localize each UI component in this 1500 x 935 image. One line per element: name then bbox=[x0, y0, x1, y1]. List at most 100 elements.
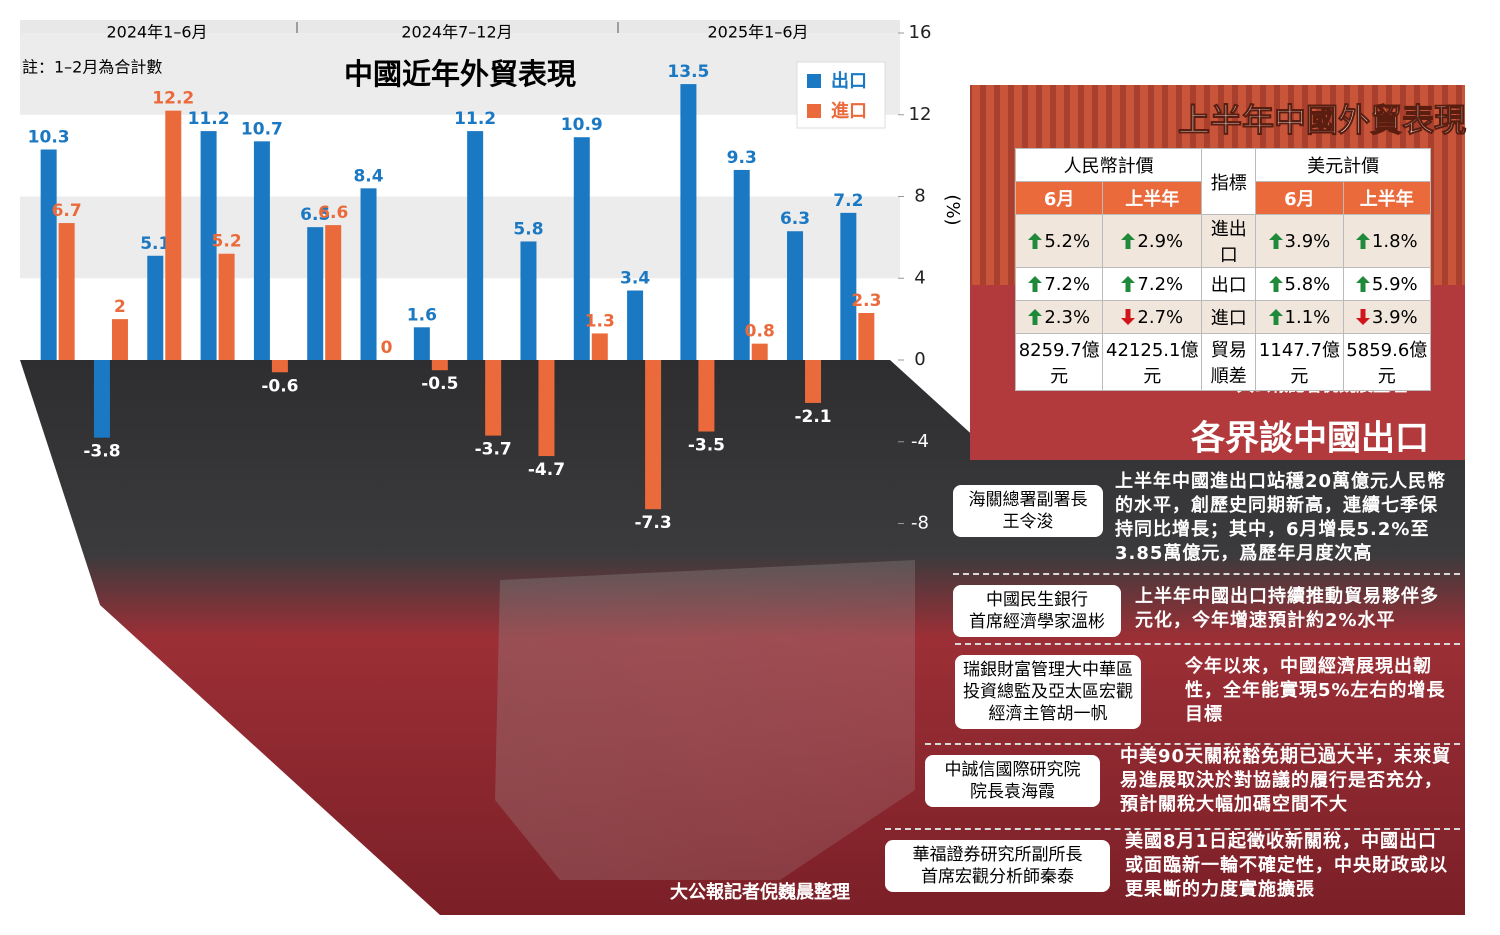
period-label: 2024年1–6月 bbox=[106, 23, 207, 42]
speaker-line: 瑞銀財富管理大中華區 bbox=[963, 660, 1133, 680]
speaker-line: 首席宏觀分析師秦泰 bbox=[921, 867, 1074, 887]
value-label: 10.9 bbox=[561, 115, 603, 135]
trend-arrow bbox=[1268, 308, 1283, 325]
subheader-cell: 6月 bbox=[1255, 181, 1344, 215]
table-title: 上半年中國外貿表現 bbox=[1178, 101, 1466, 139]
speaker-line: 投資總監及亞太區宏觀 bbox=[963, 682, 1133, 702]
value-label: 2 bbox=[114, 297, 126, 317]
trend-arrow bbox=[1121, 275, 1136, 292]
value-label: -7.3 bbox=[635, 513, 672, 533]
value-label: -0.6 bbox=[261, 376, 298, 396]
value-label: 1.3 bbox=[585, 311, 615, 331]
legend-swatch bbox=[807, 74, 821, 88]
value-label: 8.4 bbox=[353, 166, 383, 186]
table-cell: 2.3% bbox=[1014, 300, 1104, 334]
table-row: 7.2% 7.2% 出口 5.8% 5.9% bbox=[1014, 267, 1432, 301]
cell-text: 8259.7億元 bbox=[1018, 340, 1100, 387]
bar bbox=[733, 169, 750, 360]
table-cell: 5.8% bbox=[1255, 267, 1344, 301]
cell-text: 3.9% bbox=[1284, 230, 1331, 252]
quote: 上半年中國進出口站穩20萬億元人民幣的水平，創歷史同期新高，連續七季保持同比增長… bbox=[1115, 471, 1447, 564]
cell-text: 5.8% bbox=[1284, 273, 1331, 295]
bar bbox=[467, 131, 484, 360]
value-label: -3.5 bbox=[688, 436, 725, 456]
quote: 今年以來，中國經濟展現出韌性，全年能實現5%左右的增長目標 bbox=[1185, 656, 1446, 725]
bar bbox=[573, 137, 590, 360]
bar bbox=[218, 253, 235, 360]
table-row: 8259.7億元 42125.1億元 貿易順差 1147.7億元 5859.6億元 bbox=[1014, 333, 1432, 391]
separator bbox=[953, 573, 1460, 575]
bar bbox=[805, 360, 822, 403]
bar bbox=[645, 360, 662, 510]
note: 註：1–2月為合計數 bbox=[22, 58, 162, 77]
table-cell: 出口 bbox=[1201, 267, 1257, 301]
cell-text: 貿易順差 bbox=[1210, 340, 1247, 387]
separator bbox=[885, 828, 1460, 830]
value-label: 6.7 bbox=[52, 201, 82, 221]
cell-text: 5.9% bbox=[1371, 273, 1418, 295]
subheader-cell: 上半年 bbox=[1102, 181, 1203, 215]
table-cell: 42125.1億元 bbox=[1102, 333, 1203, 391]
trend-arrow bbox=[1028, 232, 1043, 249]
cell-text: 7.2% bbox=[1137, 273, 1184, 295]
table-cell: 進口 bbox=[1201, 300, 1257, 334]
bar bbox=[360, 188, 377, 360]
value-label: 5.2 bbox=[212, 232, 242, 252]
speaker-line: 海關總署副署長 bbox=[968, 490, 1088, 510]
trend-arrow bbox=[1121, 308, 1136, 325]
value-label: 13.5 bbox=[667, 62, 709, 82]
quote: 中美90天關稅豁免期已過大半，未來貿易進展取決於對協議的履行是否充分，預計關稅大… bbox=[1120, 746, 1452, 815]
cell-text: 42125.1億元 bbox=[1106, 340, 1199, 387]
table-cell: 3.9% bbox=[1342, 300, 1432, 334]
value-label: 3.4 bbox=[620, 269, 650, 289]
y-tick-label: -4 bbox=[911, 431, 929, 452]
value-label: 6.5 bbox=[300, 205, 330, 225]
trade-table: 人民幣計價 指標 美元計價 6月 上半年 6月 上半年 5.2% 2.9% 進出口 3.9% 1.8%… bbox=[1014, 148, 1432, 391]
speaker: 中誠信國際研究院 院長袁海霞 bbox=[925, 755, 1100, 807]
bar bbox=[40, 149, 57, 360]
bar bbox=[165, 110, 182, 360]
period-label: 2025年1–6月 bbox=[707, 23, 808, 42]
subheader-cell: 6月 bbox=[1014, 181, 1104, 215]
value-label: 11.2 bbox=[454, 109, 496, 129]
table-cell: 5.2% bbox=[1014, 214, 1104, 268]
cell-text: 出口 bbox=[1210, 275, 1247, 296]
speaker-line: 中國民生銀行 bbox=[986, 590, 1088, 610]
bar bbox=[485, 360, 502, 436]
bar bbox=[111, 319, 128, 360]
speaker-line: 王令浚 bbox=[1002, 512, 1054, 532]
trend-arrow bbox=[1121, 232, 1136, 249]
bar bbox=[787, 231, 804, 360]
value-label: 6.6 bbox=[318, 203, 348, 223]
table-cell: 1.8% bbox=[1342, 214, 1432, 268]
comments-title: 各界談中國出口 bbox=[1191, 419, 1429, 459]
bar bbox=[271, 360, 288, 373]
value-label: -3.7 bbox=[475, 440, 512, 460]
bar bbox=[325, 225, 342, 360]
bar bbox=[840, 212, 857, 360]
speaker: 海關總署副署長 王令浚 bbox=[953, 485, 1103, 537]
value-label: 12.2 bbox=[152, 89, 194, 109]
table-row: 2.3% 2.7% 進口 1.1% 3.9% bbox=[1014, 300, 1432, 334]
quote: 上半年中國出口持續推動貿易夥伴多元化，今年增速預計約2%水平 bbox=[1135, 586, 1439, 631]
trend-arrow bbox=[1028, 308, 1043, 325]
speaker-line: 經濟主管胡一帆 bbox=[988, 704, 1108, 724]
trend-arrow bbox=[1268, 232, 1283, 249]
grid-band bbox=[20, 33, 900, 115]
speaker: 瑞銀財富管理大中華區 投資總監及亞太區宏觀 經濟主管胡一帆 bbox=[955, 655, 1141, 729]
table-cell: 貿易順差 bbox=[1201, 333, 1257, 391]
value-label: 5.1 bbox=[140, 234, 170, 254]
header-cell: 美元計價 bbox=[1255, 148, 1431, 182]
value-label: 10.3 bbox=[28, 127, 70, 147]
value-label: -2.1 bbox=[794, 407, 831, 427]
header-cell: 人民幣計價 bbox=[1014, 148, 1203, 182]
bar bbox=[520, 241, 537, 360]
cell-text: 3.9% bbox=[1371, 306, 1418, 328]
cell-text: 2.7% bbox=[1137, 306, 1184, 328]
table-cell: 1147.7億元 bbox=[1255, 333, 1344, 391]
bar bbox=[253, 141, 270, 360]
y-tick-label: 12 bbox=[909, 104, 932, 125]
header-row: 人民幣計價 指標 美元計價 bbox=[1014, 148, 1431, 215]
bar bbox=[431, 360, 448, 371]
